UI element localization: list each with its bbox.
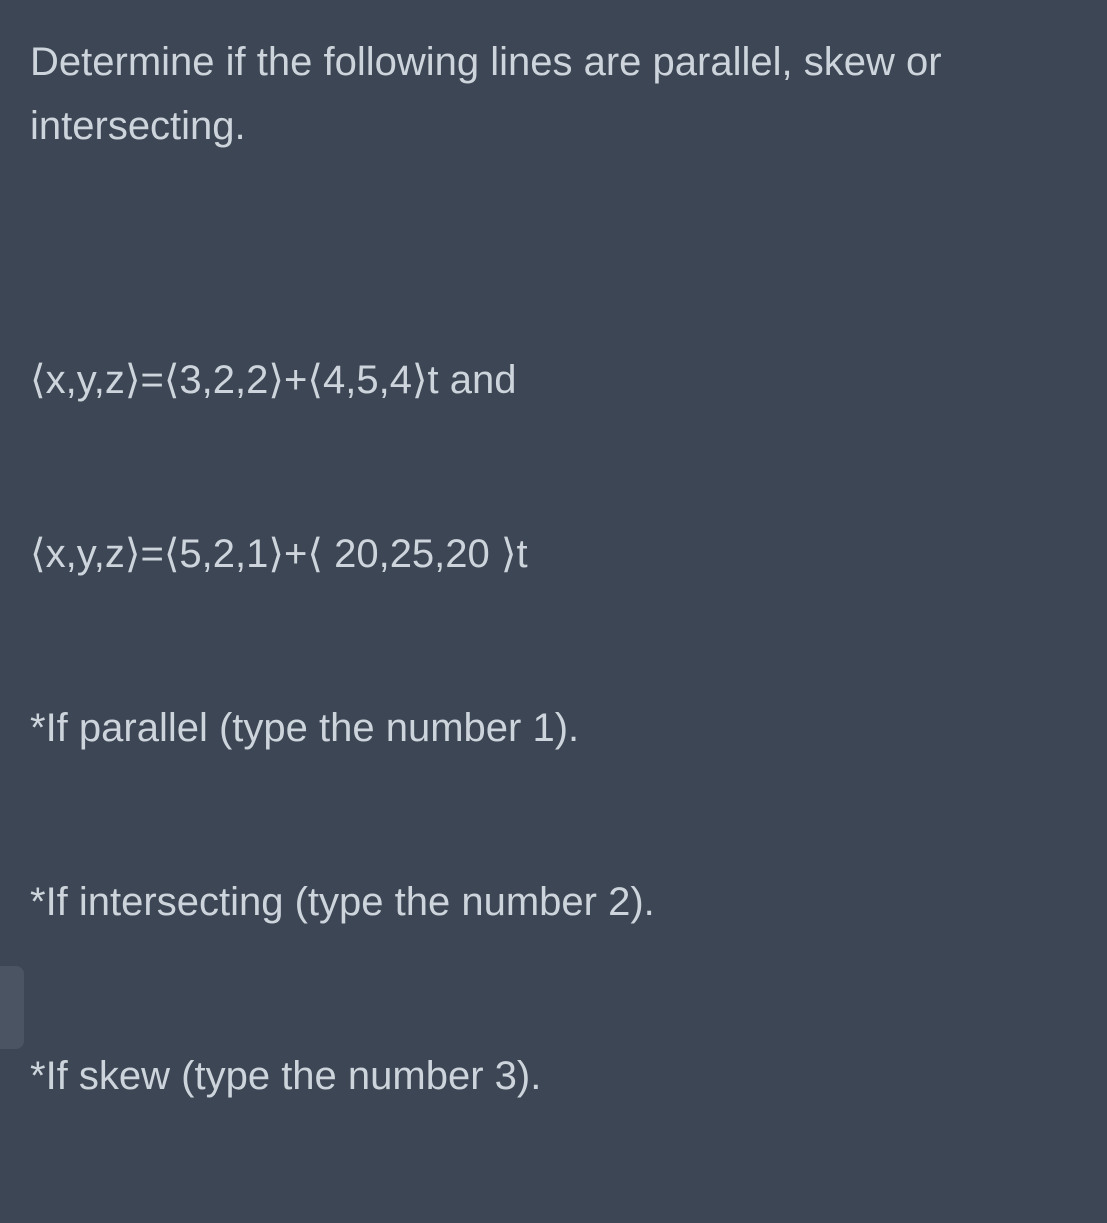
line-equation-1: ⟨x,y,z⟩=⟨3,2,2⟩+⟨4,5,4⟩t and	[30, 348, 1077, 412]
question-intro-text: Determine if the following lines are par…	[30, 30, 1077, 158]
option-intersecting-text: *If intersecting (type the number 2).	[30, 870, 1077, 934]
side-tab-handle[interactable]	[0, 966, 24, 1049]
option-parallel-text: *If parallel (type the number 1).	[30, 696, 1077, 760]
question-page: Determine if the following lines are par…	[0, 0, 1107, 1223]
option-skew-text: *If skew (type the number 3).	[30, 1044, 1077, 1108]
line-equation-2: ⟨x,y,z⟩=⟨5,2,1⟩+⟨ 20,25,20 ⟩t	[30, 522, 1077, 586]
